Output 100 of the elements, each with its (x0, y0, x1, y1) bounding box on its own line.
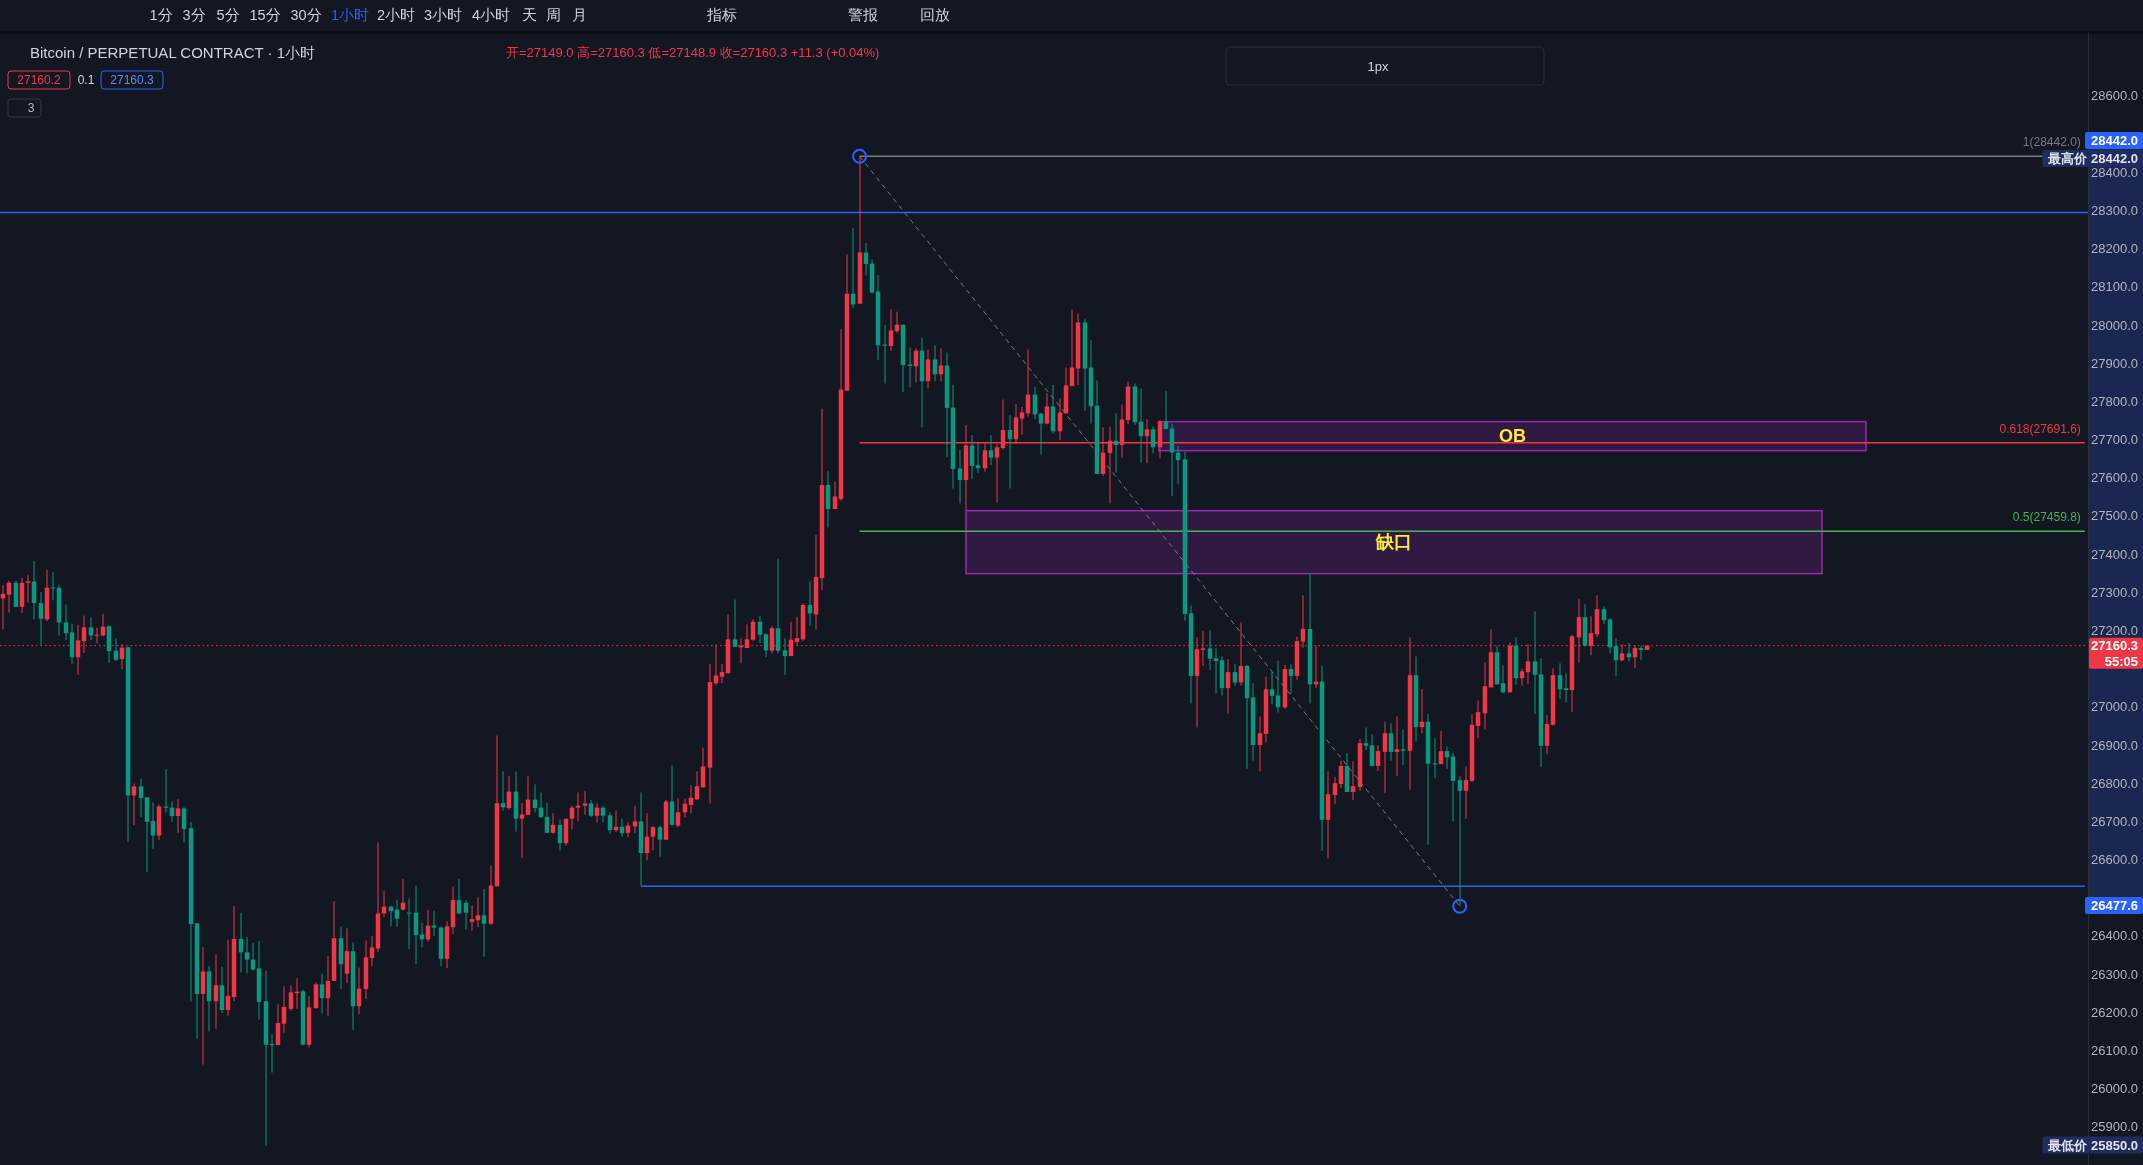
candlestick (1438, 730, 1444, 765)
annotation: 最高价 28442.0 (2047, 151, 2138, 166)
candlestick (988, 434, 994, 466)
annotation: 1px (1367, 58, 1389, 74)
annotation: 27160.2 (17, 73, 62, 87)
candlestick (1394, 715, 1400, 777)
candlestick (1369, 733, 1375, 767)
candlestick (344, 927, 350, 984)
candlestick (150, 801, 156, 850)
y-tick-label: 26800.0 (2091, 775, 2138, 791)
band-label: 缺口 (1375, 532, 1412, 553)
text: 1分 (149, 7, 173, 23)
band-label: OB (1499, 426, 1526, 447)
text: 月 (571, 7, 587, 23)
annotation: 最低价 25850.0 (2047, 1137, 2138, 1153)
candlestick (1532, 610, 1538, 715)
candlestick (138, 778, 144, 818)
candlestick (907, 347, 913, 388)
candlestick (675, 797, 681, 828)
candlestick (400, 878, 406, 912)
y-tick-label: 26900.0 (2091, 737, 2138, 753)
candlestick (181, 806, 187, 844)
candlestick (888, 308, 894, 352)
ref-line-label: 27160.3 (2091, 638, 2138, 654)
candlestick (1213, 647, 1219, 694)
candlestick (832, 481, 838, 510)
candlestick (607, 811, 613, 835)
y-tick-label: 26700.0 (2091, 813, 2138, 829)
y-tick-label: 28300.0 (2091, 203, 2138, 219)
candlestick (175, 798, 181, 834)
text: 5分 (216, 7, 240, 23)
candlestick (25, 574, 31, 604)
text: 回放 (920, 7, 950, 23)
candlestick (475, 896, 481, 928)
text: 天 (521, 7, 537, 23)
text: 15分 (249, 7, 281, 23)
text: 4小时 (471, 7, 511, 23)
text: 2小时 (376, 7, 416, 23)
candlestick (1544, 714, 1550, 755)
text: 警报 (848, 7, 878, 23)
candlestick (1275, 660, 1281, 714)
text: 28442.0 (2091, 133, 2138, 148)
candlestick (1069, 308, 1075, 387)
candlestick (694, 770, 700, 801)
y-tick-label: 28000.0 (2091, 317, 2138, 333)
annotation: 开=27149.0 高=27160.3 低=27148.9 收=27160.3 +11.3 (+0.04%) (506, 44, 880, 60)
y-tick-label: 27700.0 (2091, 432, 2138, 448)
candlestick (732, 599, 738, 648)
annotation: 3 (27, 101, 35, 115)
candlestick (1388, 722, 1394, 762)
candlestick (1207, 629, 1213, 671)
candlestick (757, 615, 763, 644)
text: 3分 (182, 7, 206, 23)
candlestick (650, 825, 656, 851)
y-tick-label: 27500.0 (2091, 508, 2138, 524)
candlestick (1288, 663, 1294, 695)
y-tick-label: 27600.0 (2091, 470, 2138, 486)
candlestick (1626, 642, 1632, 662)
candlestick (1200, 630, 1206, 667)
candlestick (288, 985, 294, 1012)
candlestick (719, 663, 725, 684)
text: 1小时 (330, 7, 370, 23)
candlestick (1475, 699, 1481, 739)
candlestick (1363, 726, 1369, 751)
candlestick (6, 580, 12, 614)
y-tick-label: 27200.0 (2091, 623, 2138, 638)
candlestick (632, 805, 638, 834)
y-tick-label: 27300.0 (2091, 584, 2138, 600)
candlestick (1457, 775, 1463, 907)
y-tick-label: 26400.0 (2091, 928, 2138, 944)
candlestick (1519, 668, 1525, 687)
y-tick-label: 27800.0 (2091, 393, 2138, 409)
candlestick (925, 349, 931, 389)
candlestick (38, 591, 44, 647)
y-tick-label: 26600.0 (2091, 852, 2138, 868)
candlestick (1332, 776, 1338, 805)
candlestick (1044, 392, 1050, 425)
annotation: 27160.3 (110, 73, 155, 87)
series-label: 0.5(27459.8) (2012, 510, 2081, 525)
y-tick-label: 28600.0 (2091, 88, 2138, 104)
candlestick (1463, 765, 1469, 820)
text: 周 (545, 7, 561, 23)
y-tick-label: 26000.0 (2091, 1081, 2138, 1097)
y-tick-label: 27900.0 (2091, 355, 2138, 371)
y-tick-label: 28200.0 (2091, 241, 2138, 257)
text: 3小时 (423, 7, 463, 23)
candlestick (1350, 760, 1356, 801)
candlestick (1269, 671, 1275, 705)
text: 指标 (706, 7, 737, 23)
candlestick (419, 922, 425, 948)
series-label: 1(28442.0) (2022, 135, 2081, 150)
text: 30分 (290, 7, 322, 23)
y-tick-label: 27400.0 (2091, 546, 2138, 562)
candlestick (932, 344, 938, 382)
annotation: 0.1 (77, 73, 95, 87)
candlestick (1400, 728, 1406, 766)
text: 26477.6 (2091, 898, 2138, 913)
candlestick (319, 973, 325, 1014)
candlestick (657, 825, 663, 858)
candlestick (244, 936, 250, 974)
